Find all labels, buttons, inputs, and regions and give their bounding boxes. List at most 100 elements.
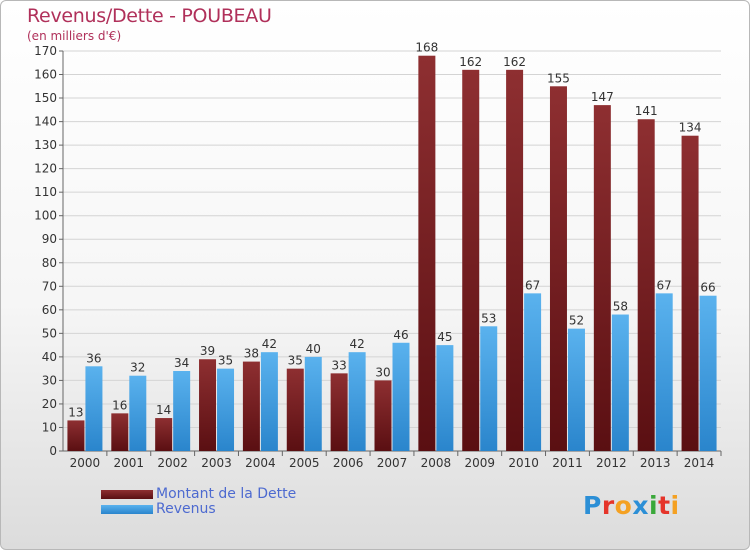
bar-dette xyxy=(242,361,260,451)
data-label-dette: 141 xyxy=(635,104,658,118)
data-label-revenus: 45 xyxy=(437,330,452,344)
data-label-revenus: 53 xyxy=(481,311,496,325)
bar-revenus xyxy=(480,326,498,451)
logo-letter: P xyxy=(583,491,602,520)
bar-dette xyxy=(637,119,655,451)
legend-label-revenus: Revenus xyxy=(156,501,216,517)
x-tick-label: 2004 xyxy=(245,456,276,470)
bar-revenus xyxy=(348,352,366,451)
y-tick-label: 80 xyxy=(42,256,57,270)
legend-label-dette: Montant de la Dette xyxy=(156,486,297,502)
x-tick-label: 2002 xyxy=(157,456,188,470)
data-label-revenus: 58 xyxy=(613,300,628,314)
bar-dette xyxy=(681,135,699,452)
data-label-revenus: 67 xyxy=(525,278,540,292)
bar-dette xyxy=(418,55,436,452)
bar-revenus xyxy=(85,366,103,451)
bar-revenus xyxy=(260,352,278,451)
logo-letter: i xyxy=(670,491,680,520)
y-tick-label: 40 xyxy=(42,350,57,364)
bar-dette xyxy=(374,380,392,451)
y-tick-label: 70 xyxy=(42,279,57,293)
bar-revenus xyxy=(436,345,454,451)
data-label-dette: 30 xyxy=(375,365,390,379)
x-tick-label: 2011 xyxy=(552,456,583,470)
bar-revenus xyxy=(567,328,585,451)
bar-dette xyxy=(462,69,480,451)
x-tick-label: 2001 xyxy=(114,456,145,470)
y-tick-label: 50 xyxy=(42,326,57,340)
chart-subtitle: (en milliers d'€) xyxy=(27,29,122,43)
bar-dette xyxy=(111,413,129,451)
x-tick-label: 2003 xyxy=(201,456,232,470)
bar-revenus xyxy=(699,295,717,451)
y-tick-label: 110 xyxy=(34,185,57,199)
x-tick-label: 2009 xyxy=(464,456,495,470)
y-tick-label: 150 xyxy=(34,91,57,105)
x-tick-label: 2000 xyxy=(70,456,101,470)
y-tick-label: 60 xyxy=(42,303,57,317)
x-tick-label: 2014 xyxy=(684,456,715,470)
data-label-dette: 168 xyxy=(415,41,438,55)
bar-dette xyxy=(67,420,85,451)
data-label-revenus: 67 xyxy=(657,278,672,292)
data-label-dette: 147 xyxy=(591,90,614,104)
data-label-revenus: 42 xyxy=(262,337,277,351)
x-tick-label: 2007 xyxy=(377,456,408,470)
legend-swatch-dette xyxy=(101,490,153,499)
data-label-revenus: 42 xyxy=(349,337,364,351)
y-tick-label: 90 xyxy=(42,232,57,246)
data-label-revenus: 35 xyxy=(218,354,233,368)
x-tick-label: 2013 xyxy=(640,456,671,470)
x-tick-label: 2006 xyxy=(333,456,364,470)
data-label-dette: 35 xyxy=(288,354,303,368)
data-label-dette: 16 xyxy=(112,398,127,412)
y-tick-label: 100 xyxy=(34,209,57,223)
logo-letter: x xyxy=(632,491,649,520)
y-tick-label: 20 xyxy=(42,397,57,411)
data-label-revenus: 46 xyxy=(393,328,408,342)
bar-revenus xyxy=(129,375,147,451)
data-label-dette: 13 xyxy=(68,405,83,419)
bar-revenus xyxy=(655,293,673,451)
data-label-dette: 134 xyxy=(679,121,702,135)
logo-letter: r xyxy=(601,491,615,520)
data-label-revenus: 32 xyxy=(130,361,145,375)
bar-dette xyxy=(506,69,524,451)
bar-revenus xyxy=(611,314,629,451)
data-label-revenus: 52 xyxy=(569,314,584,328)
bar-dette xyxy=(593,105,611,451)
x-tick-label: 2012 xyxy=(596,456,627,470)
bar-dette xyxy=(286,368,304,451)
data-label-dette: 38 xyxy=(244,347,259,361)
proxiti-logo: Proxiti xyxy=(583,491,680,520)
chart-title: Revenus/Dette - POUBEAU xyxy=(27,5,272,27)
bar-revenus xyxy=(304,356,322,451)
data-label-dette: 14 xyxy=(156,403,171,417)
y-tick-label: 160 xyxy=(34,68,57,82)
y-tick-label: 120 xyxy=(34,162,57,176)
legend-swatch-revenus xyxy=(101,505,153,514)
bar-dette xyxy=(549,86,567,451)
bar-revenus xyxy=(524,293,542,451)
bar-dette xyxy=(155,418,173,451)
y-tick-label: 140 xyxy=(34,115,57,129)
logo-letter: o xyxy=(614,491,633,520)
bar-dette xyxy=(330,373,348,451)
logo-letter: i xyxy=(649,491,659,520)
y-tick-label: 170 xyxy=(34,44,57,58)
x-tick-label: 2005 xyxy=(289,456,320,470)
y-tick-label: 130 xyxy=(34,138,57,152)
x-tick-label: 2008 xyxy=(421,456,452,470)
x-tick-label: 2010 xyxy=(508,456,539,470)
bar-dette xyxy=(199,359,217,451)
y-tick-label: 10 xyxy=(42,420,57,434)
data-label-dette: 162 xyxy=(503,55,526,69)
data-label-dette: 155 xyxy=(547,71,570,85)
data-label-revenus: 66 xyxy=(700,281,715,295)
logo-letter: t xyxy=(658,491,671,520)
data-label-revenus: 34 xyxy=(174,356,189,370)
bar-revenus xyxy=(392,342,410,451)
data-label-dette: 33 xyxy=(331,358,346,372)
